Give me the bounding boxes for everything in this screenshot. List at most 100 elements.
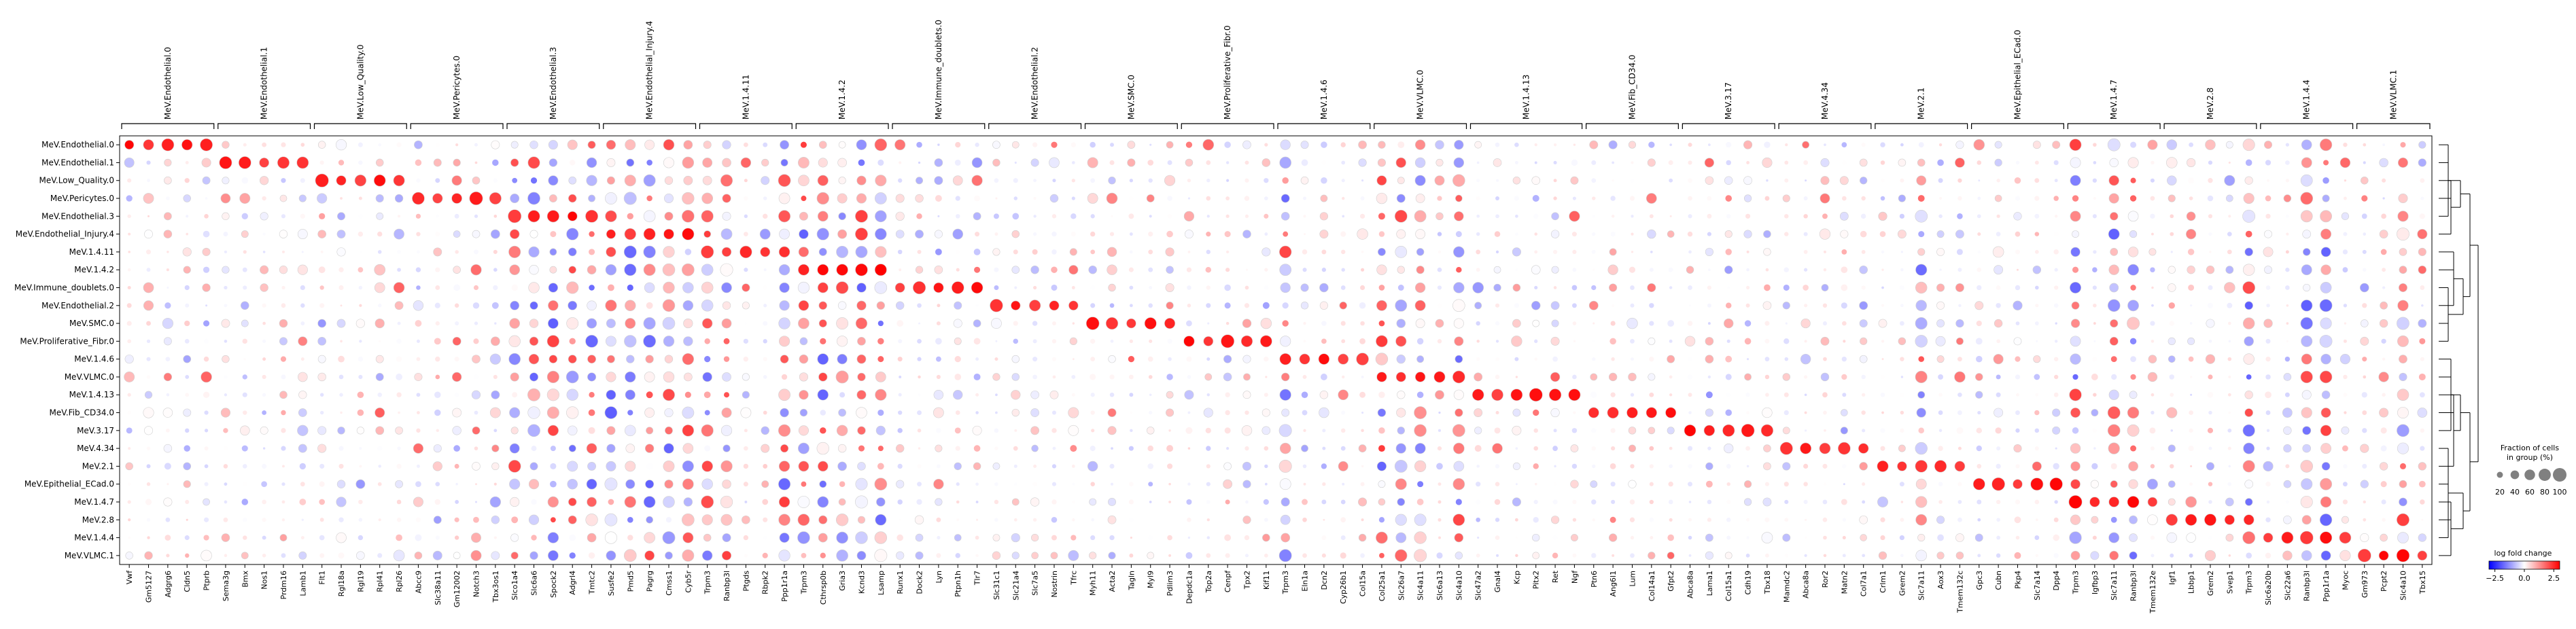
dot (527, 156, 540, 169)
dot (2166, 157, 2178, 168)
dot (204, 464, 209, 469)
dot (895, 230, 905, 238)
dot (1823, 250, 1827, 253)
dot (1322, 446, 1326, 450)
dot (164, 158, 172, 167)
row-label: MeV.SMC.0 (69, 319, 114, 328)
dot (508, 335, 521, 348)
dot (568, 300, 578, 310)
dot (1340, 517, 1346, 523)
dot (375, 373, 384, 381)
dot (604, 531, 617, 544)
dot (1260, 317, 1272, 329)
dot (1514, 518, 1518, 522)
dot (547, 532, 559, 543)
dot (744, 501, 748, 503)
dot (1166, 302, 1174, 310)
dot (1012, 213, 1020, 220)
dot (568, 497, 577, 507)
dot (2320, 228, 2332, 240)
dot (124, 355, 134, 364)
dot (184, 320, 190, 327)
gene-label: Grem2 (2206, 571, 2215, 596)
size-legend-dot (2510, 470, 2520, 480)
dot (763, 517, 768, 522)
dot (994, 267, 999, 272)
dot (1822, 463, 1828, 469)
dot (1225, 410, 1230, 416)
dot (1414, 300, 1426, 311)
dot (937, 304, 941, 308)
dot (875, 210, 887, 223)
dot (1569, 211, 1580, 222)
dot (2093, 304, 2097, 308)
group-bracket (217, 123, 311, 129)
dot (1592, 232, 1596, 236)
dot (2320, 496, 2332, 508)
dot (1610, 196, 1616, 201)
dot (684, 249, 692, 255)
dot (435, 535, 440, 540)
dot (605, 300, 617, 312)
dot (1395, 478, 1407, 490)
dot (2053, 249, 2059, 255)
dot (1938, 393, 1943, 397)
dot (1726, 392, 1731, 397)
dot (1958, 304, 1962, 307)
dot (1938, 143, 1943, 147)
dot (2187, 158, 2196, 168)
dot (856, 354, 867, 364)
dot (1476, 482, 1481, 487)
dot (395, 480, 403, 488)
dot (2165, 514, 2178, 526)
dot (723, 444, 731, 452)
dot (394, 301, 404, 310)
dot (2108, 264, 2119, 275)
dot (2359, 283, 2369, 293)
dot (1206, 232, 1211, 237)
dot (185, 499, 190, 505)
dot (1070, 445, 1077, 452)
dot (262, 196, 266, 201)
gene-label: Svep1 (2225, 571, 2234, 594)
dot (2397, 389, 2409, 401)
dot (2382, 518, 2386, 522)
dot (1304, 233, 1306, 236)
dot (2361, 319, 2369, 327)
dot (2130, 356, 2136, 363)
dot (1761, 532, 1773, 543)
dot (1688, 501, 1692, 503)
dot (204, 446, 209, 451)
dot (469, 192, 483, 206)
dot (720, 495, 733, 509)
dot (2208, 160, 2213, 165)
dot (2127, 300, 2139, 312)
dot (2130, 445, 2137, 452)
dot (1340, 446, 1346, 451)
dot (204, 482, 209, 486)
dot (2417, 550, 2428, 561)
dot (493, 215, 498, 218)
dot (1088, 265, 1097, 274)
dot (493, 482, 497, 486)
dot (241, 319, 249, 327)
dot (1225, 553, 1230, 558)
dot (606, 444, 616, 453)
dot (1609, 463, 1616, 469)
dot (396, 517, 402, 522)
row-label: MeV.VLMC.1 (65, 551, 114, 560)
dot (623, 245, 637, 259)
dot (2321, 462, 2331, 471)
dot (2266, 429, 2270, 432)
dot (340, 411, 343, 414)
dot (319, 213, 326, 219)
dot (317, 372, 326, 382)
dot (605, 264, 617, 276)
dot (2319, 531, 2333, 544)
dot (2151, 286, 2154, 289)
dot (1319, 212, 1328, 221)
dot (335, 139, 347, 151)
dot (2146, 478, 2158, 490)
dot (1646, 193, 1657, 204)
dot (1051, 535, 1057, 541)
